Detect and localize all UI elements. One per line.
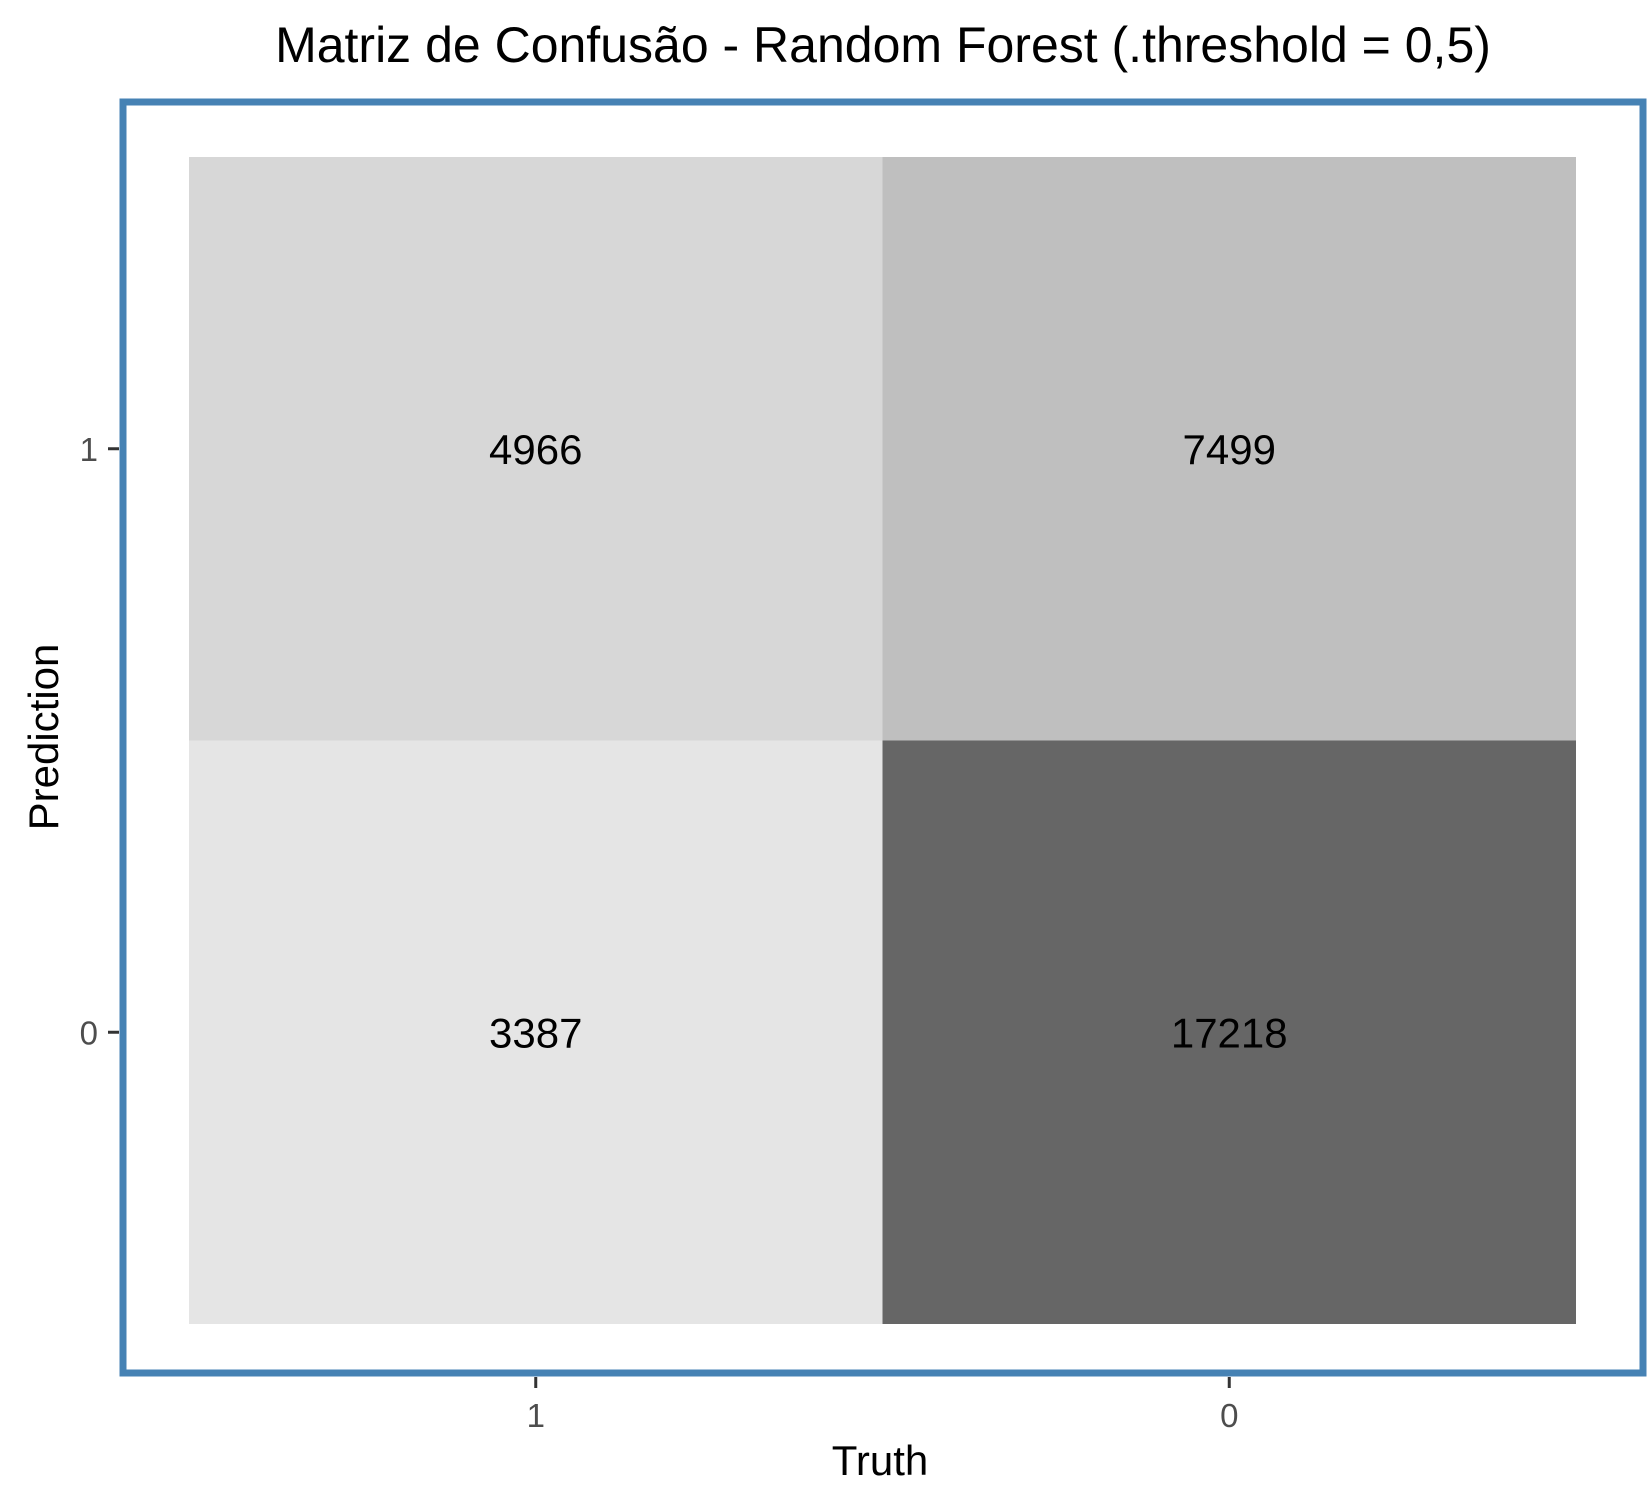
cell-value-label: 4966 — [489, 426, 582, 473]
y-tick-label: 1 — [80, 431, 98, 468]
cell-value-label: 17218 — [1171, 1009, 1288, 1056]
cell-value-label: 7499 — [1183, 426, 1276, 473]
heatmap-cell — [189, 740, 883, 1324]
y-tick-label: 0 — [80, 1014, 98, 1051]
chart-title: Matriz de Confusão - Random Forest (.thr… — [275, 17, 1491, 73]
x-axis-title: Truth — [832, 1437, 928, 1484]
heatmap-cell — [189, 157, 883, 741]
cell-value-labels: 4966 7499 3387 17218 — [489, 426, 1288, 1057]
heatmap-cells — [189, 157, 1576, 1324]
y-axis-ticks: 10 — [80, 431, 119, 1051]
y-axis-title: Prediction — [20, 644, 67, 831]
panel-border — [119, 98, 1647, 1377]
cell-value-label: 3387 — [489, 1009, 582, 1056]
x-tick-label: 0 — [1220, 1397, 1238, 1434]
heatmap-cell — [882, 740, 1576, 1324]
x-tick-label: 1 — [527, 1397, 545, 1434]
heatmap-cell — [882, 157, 1576, 741]
